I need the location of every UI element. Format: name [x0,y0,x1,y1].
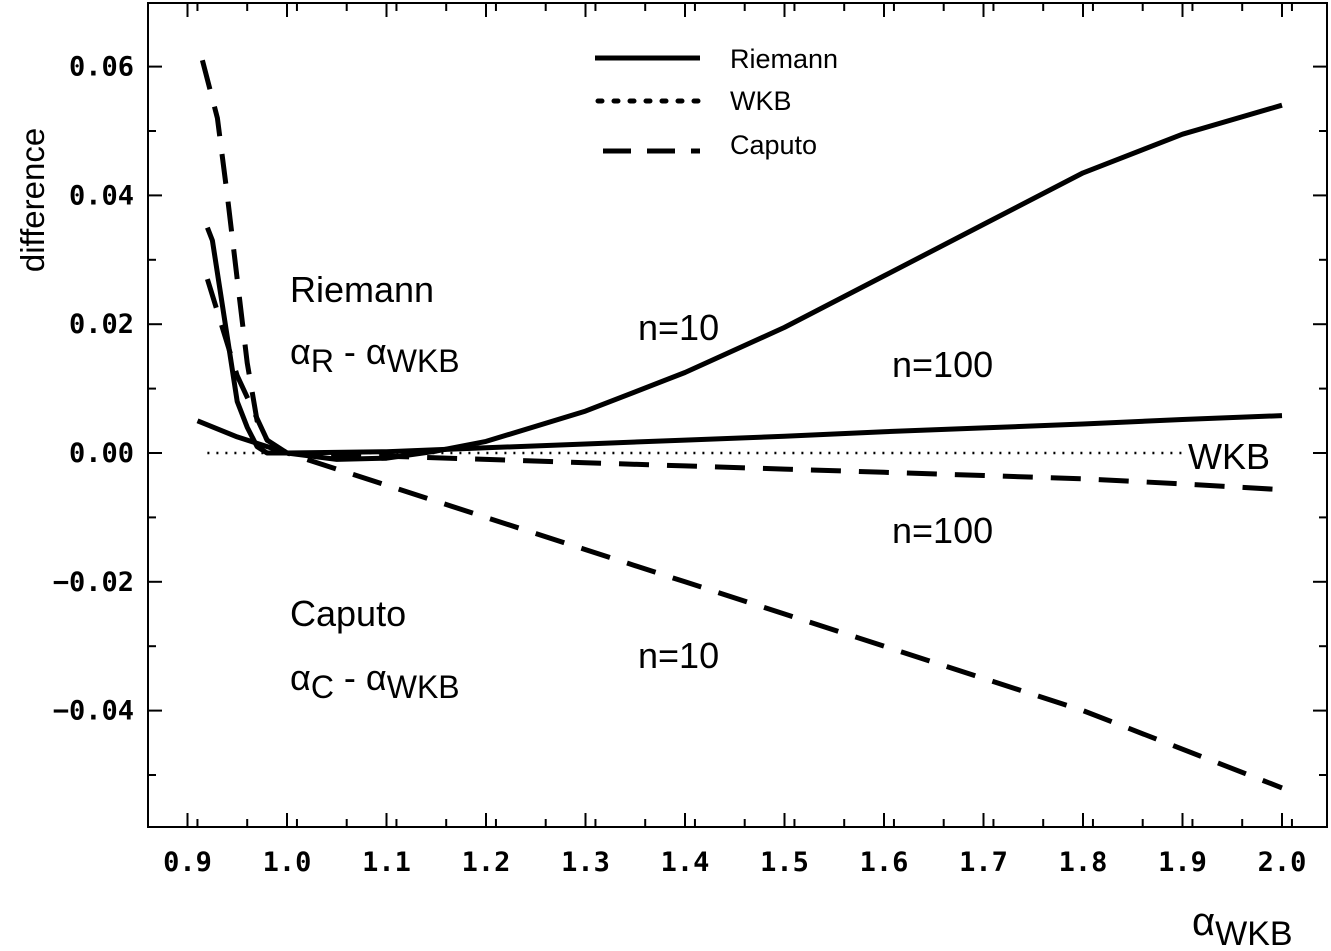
y-tick-label: 0.02 [69,309,134,340]
annotation-caputo-n100: n=100 [892,510,993,551]
series-line-solid-1 [196,413,1283,456]
legend-label-riemann: Riemann [730,44,838,74]
y-tick-label: 0.00 [69,438,134,469]
y-tick-label: −0.04 [53,696,134,727]
series-line-dashed-4 [205,278,1283,493]
y-tick-label: 0.06 [69,52,134,83]
annotation-riemann-formula: αR - αWKB [290,331,460,379]
annotation-riemann: Riemann [290,269,434,310]
y-axis-title: difference [14,128,51,272]
x-axis-title-sub: WKB [1215,915,1292,951]
x-tick-label: 0.9 [163,847,212,878]
x-tick-label: 1.8 [1059,847,1108,878]
annotation-riemann-formula-symbol: α [290,331,311,372]
x-tick-label: 1.0 [263,847,312,878]
annotation-caputo-formula-rest: - α [334,657,387,698]
annotation-caputo: Caputo [290,593,406,634]
x-tick-label: 2.0 [1258,847,1307,878]
x-tick-label: 1.3 [561,847,610,878]
x-tick-label: 1.5 [760,847,809,878]
x-tick-label: 1.4 [661,847,710,878]
annotation-riemann-formula-sub: R [311,343,334,379]
legend-label-wkb: WKB [730,86,792,116]
legend: Riemann WKB Caputo [595,44,838,160]
x-axis-title: αWKB [1192,900,1293,951]
x-tick-label: 1.6 [860,847,909,878]
y-tick-label: 0.04 [69,180,134,211]
series-layer [196,59,1283,791]
annotation-riemann-formula-sub2: WKB [387,343,460,379]
annotation-riemann-formula-rest: - α [334,331,387,372]
series-line-solid-0 [205,102,1283,462]
annotation-caputo-n10: n=10 [638,635,719,676]
series-line-dashed-3 [199,59,1283,791]
plot-frame [147,2,1328,828]
ticks [148,3,1327,827]
x-axis-title-symbol: α [1192,900,1215,944]
annotation-wkb: WKB [1188,436,1270,477]
annotation-caputo-formula: αC - αWKB [290,657,460,705]
x-tick-label: 1.1 [362,847,411,878]
legend-label-caputo: Caputo [730,130,817,160]
annotation-riemann-n100: n=100 [892,344,993,385]
annotation-caputo-formula-sub2: WKB [387,669,460,705]
annotation-caputo-formula-symbol: α [290,657,311,698]
annotation-caputo-formula-sub: C [311,669,334,705]
annotation-riemann-n10: n=10 [638,307,719,348]
x-tick-label: 1.2 [462,847,511,878]
y-tick-label: −0.02 [53,567,134,598]
x-tick-label: 1.7 [959,847,1008,878]
x-tick-label: 1.9 [1158,847,1207,878]
tick-labels: 0.9 1.0 1.1 1.2 1.3 1.4 1.5 1.6 1.7 1.8 1.9 2.0 0.06… [53,52,1307,878]
